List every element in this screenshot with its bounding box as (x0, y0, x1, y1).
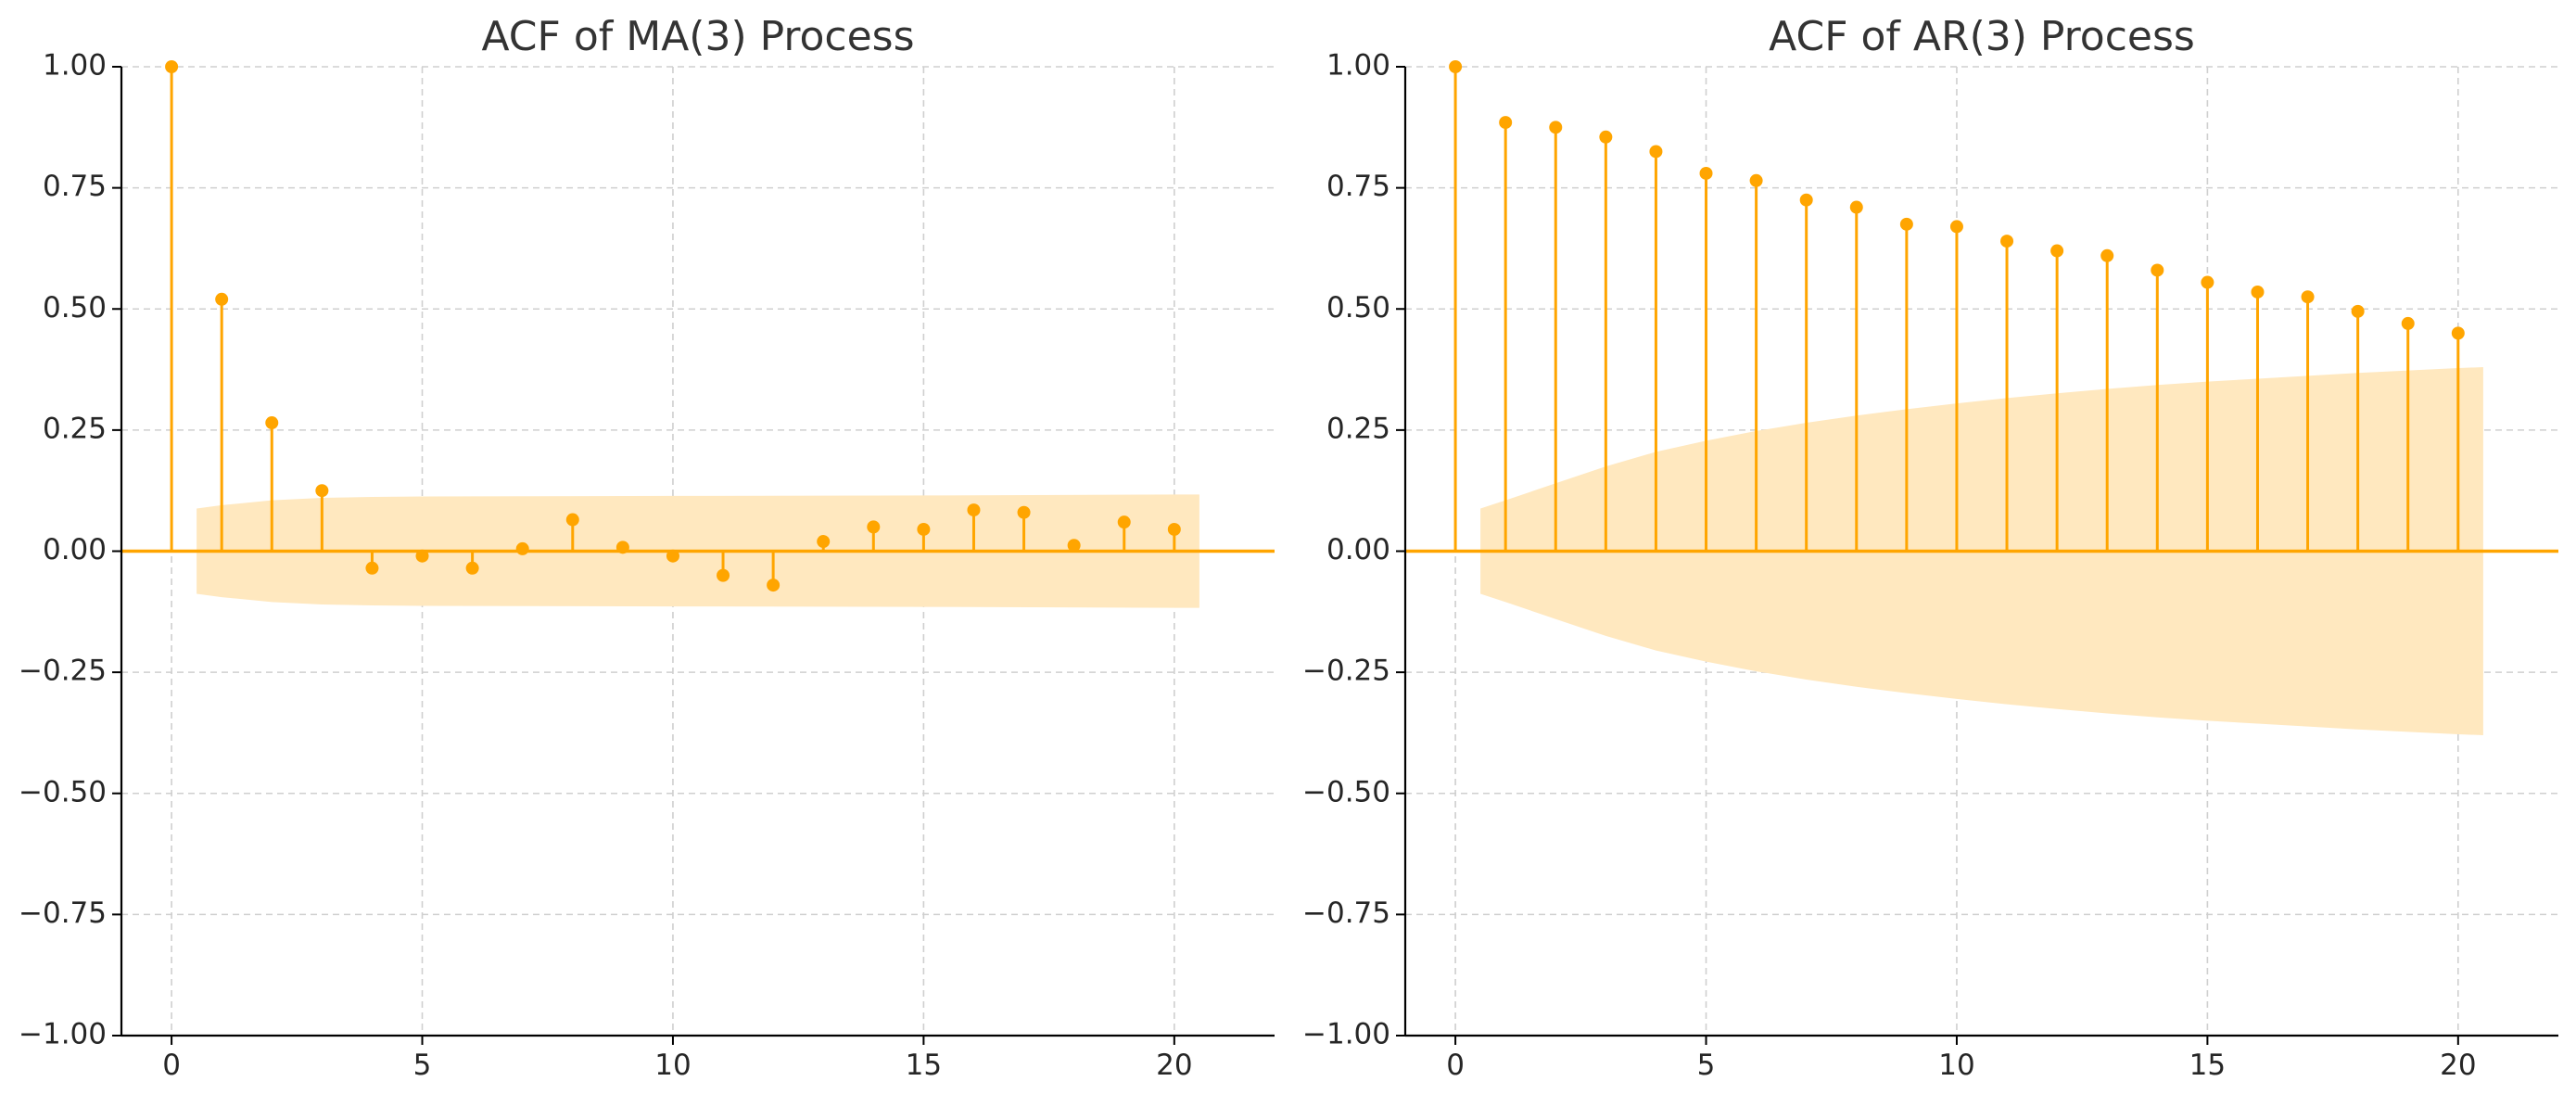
y-tick-label-2: −0.50 (19, 775, 107, 808)
y-tick-label-0: −1.00 (1302, 1018, 1390, 1051)
x-tick-label-0: 0 (162, 1049, 181, 1082)
stem-marker-lag-16 (967, 503, 981, 517)
stem-marker-lag-9 (1899, 217, 1913, 231)
y-tick-label-8: 1.00 (43, 49, 107, 83)
y-tick-label-6: 0.50 (43, 291, 107, 324)
stem-marker-lag-15 (917, 522, 931, 536)
x-tick-label-0: 0 (1446, 1049, 1465, 1082)
y-tick-label-5: 0.25 (1326, 412, 1390, 445)
stem-marker-lag-3 (315, 484, 329, 498)
y-tick-label-1: −0.75 (1302, 897, 1390, 930)
chart-panel-1: −1.00 −0.75 −0.50 −0.25 0.00 0.25 0.50 0.75 1.00… (19, 13, 1275, 1082)
stem-marker-lag-10 (1949, 220, 1963, 234)
stem-marker-lag-11 (2000, 235, 2014, 248)
y-tick-label-2: −0.50 (1302, 775, 1390, 808)
stem-marker-lag-10 (666, 549, 679, 563)
x-tick-label-1: 5 (1697, 1049, 1716, 1082)
y-tick-label-4: 0.00 (1326, 533, 1390, 566)
stem-marker-lag-5 (415, 549, 429, 563)
stem-marker-lag-15 (2201, 275, 2214, 289)
stem-marker-lag-2 (265, 416, 279, 430)
stem-marker-lag-7 (515, 541, 529, 555)
y-tick-label-4: 0.00 (43, 533, 107, 566)
stem-marker-lag-3 (1599, 130, 1613, 144)
y-tick-label-5: 0.25 (43, 412, 107, 445)
y-tick-label-0: −1.00 (19, 1018, 107, 1051)
stem-marker-lag-19 (2401, 316, 2415, 330)
stem-marker-lag-12 (767, 579, 780, 592)
stem-marker-lag-17 (1017, 505, 1031, 519)
y-tick-label-8: 1.00 (1326, 49, 1390, 83)
stem-marker-lag-19 (1117, 515, 1131, 529)
chart-title: ACF of AR(3) Process (1769, 13, 2195, 60)
y-tick-label-7: 0.75 (1326, 170, 1390, 203)
x-tick-label-2: 10 (654, 1049, 691, 1082)
chart-title: ACF of MA(3) Process (481, 13, 914, 60)
y-tick-label-7: 0.75 (43, 170, 107, 203)
stem-marker-lag-6 (1749, 173, 1763, 187)
stem-marker-lag-5 (1699, 166, 1713, 180)
y-tick-label-1: −0.75 (19, 897, 107, 930)
y-tick-label-3: −0.25 (1302, 655, 1390, 688)
stem-marker-lag-4 (365, 561, 379, 575)
stem-marker-lag-7 (1799, 193, 1813, 207)
stem-marker-lag-13 (2100, 248, 2114, 262)
x-tick-label-2: 10 (1938, 1049, 1974, 1082)
stem-marker-lag-20 (1167, 522, 1181, 536)
stem-marker-lag-0 (165, 60, 179, 73)
stem-marker-lag-1 (215, 292, 229, 306)
stem-marker-lag-14 (867, 520, 881, 534)
stem-marker-lag-14 (2151, 263, 2164, 277)
stem-marker-lag-11 (717, 568, 730, 582)
x-tick-label-3: 15 (2189, 1049, 2226, 1082)
stem-marker-lag-9 (615, 541, 629, 554)
y-tick-label-6: 0.50 (1326, 291, 1390, 324)
stem-marker-lag-4 (1649, 145, 1663, 159)
stem-marker-lag-12 (2050, 244, 2064, 258)
y-tick-label-3: −0.25 (19, 655, 107, 688)
stem-marker-lag-8 (565, 513, 579, 527)
stem-marker-lag-20 (2451, 326, 2465, 340)
stem-marker-lag-18 (2351, 304, 2365, 318)
chart-panel-2: −1.00 −0.75 −0.50 −0.25 0.00 0.25 0.50 0.75 1.00… (1302, 13, 2558, 1082)
x-tick-label-1: 5 (413, 1049, 432, 1082)
stem-marker-lag-8 (1849, 200, 1863, 214)
stem-marker-lag-6 (465, 561, 479, 575)
x-tick-label-4: 20 (2440, 1049, 2476, 1082)
stem-marker-lag-0 (1449, 60, 1463, 73)
x-tick-label-4: 20 (1156, 1049, 1192, 1082)
x-tick-label-3: 15 (906, 1049, 942, 1082)
stem-marker-lag-16 (2251, 285, 2265, 299)
stem-marker-lag-1 (1499, 116, 1513, 130)
stem-marker-lag-2 (1549, 121, 1563, 134)
stem-marker-lag-18 (1067, 539, 1081, 553)
stem-marker-lag-17 (2301, 290, 2315, 304)
stem-marker-lag-13 (817, 535, 831, 549)
